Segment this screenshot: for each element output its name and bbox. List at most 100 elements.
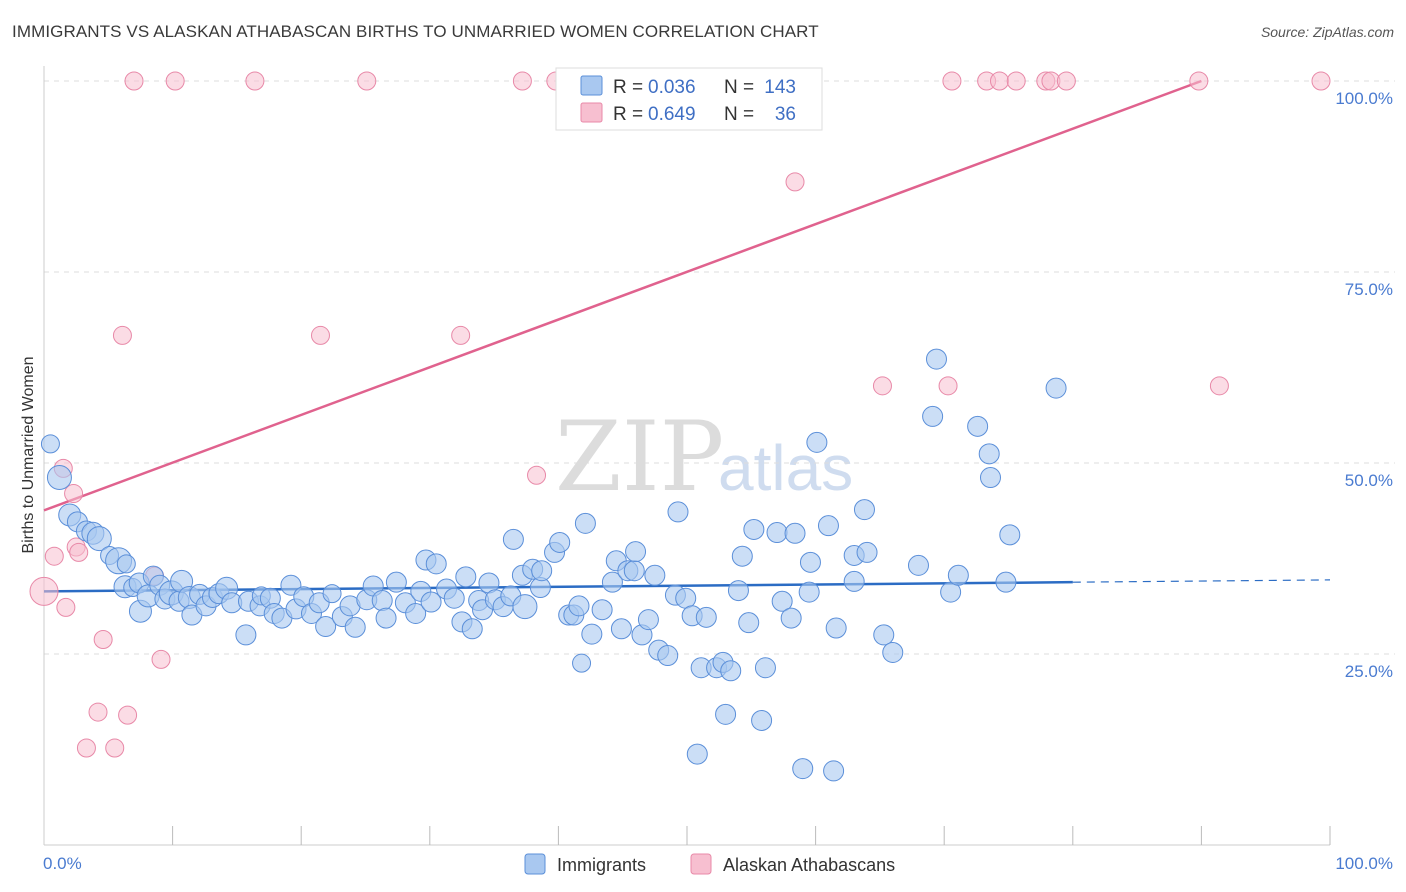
- data-point-immigrants: [443, 587, 465, 609]
- watermark-zip: ZIP: [555, 401, 724, 513]
- chart-title: IMMIGRANTS VS ALASKAN ATHABASCAN BIRTHS …: [12, 22, 819, 41]
- data-point-alaskan-athabascans: [112, 325, 132, 345]
- data-point-immigrants: [581, 623, 603, 645]
- series-immigrants: [40, 348, 1067, 782]
- data-point-alaskan-athabascans: [512, 71, 532, 91]
- data-point-immigrants: [385, 571, 407, 593]
- data-point-immigrants: [549, 531, 571, 553]
- data-point-immigrants: [322, 584, 342, 604]
- data-point-immigrants: [738, 612, 760, 634]
- data-point-immigrants: [798, 581, 820, 603]
- data-point-alaskan-athabascans: [124, 71, 144, 91]
- data-point-alaskan-athabascans: [44, 546, 64, 566]
- data-point-immigrants: [512, 594, 538, 620]
- data-point-immigrants: [967, 415, 989, 437]
- data-point-immigrants: [766, 522, 788, 544]
- data-point-alaskan-athabascans: [1209, 376, 1229, 396]
- data-point-immigrants: [695, 606, 717, 628]
- data-point-immigrants: [420, 591, 442, 613]
- data-point-immigrants: [686, 743, 708, 765]
- y-axis-title: Births to Unmarried Women: [20, 356, 37, 553]
- data-point-immigrants: [873, 624, 895, 646]
- data-point-immigrants: [947, 564, 969, 586]
- legend-n-label: N =: [724, 104, 754, 125]
- data-point-alaskan-athabascans: [1189, 71, 1209, 91]
- data-point-alaskan-athabascans: [989, 71, 1009, 91]
- legend-r-value: 0.649: [648, 104, 696, 125]
- data-point-immigrants: [46, 465, 72, 491]
- legend-n-label: N =: [724, 77, 754, 98]
- data-point-alaskan-athabascans: [942, 71, 962, 91]
- data-point-immigrants: [979, 467, 1001, 489]
- data-point-immigrants: [574, 512, 596, 534]
- watermark: ZIP atlas: [555, 401, 853, 513]
- data-point-immigrants: [371, 590, 393, 612]
- data-point-alaskan-athabascans: [310, 325, 330, 345]
- data-point-immigrants: [315, 615, 337, 637]
- y-tick-label: 100.0%: [1335, 89, 1393, 108]
- data-point-immigrants: [425, 553, 447, 575]
- chart-source: Source: ZipAtlas.com: [1260, 24, 1394, 40]
- x-tick-label: 0.0%: [43, 854, 82, 873]
- data-point-immigrants: [116, 554, 136, 574]
- legend-r-label: R =: [613, 77, 643, 98]
- data-point-alaskan-athabascans: [64, 484, 84, 504]
- data-point-alaskan-athabascans: [1311, 71, 1331, 91]
- data-point-immigrants: [922, 405, 944, 427]
- data-point-immigrants: [531, 560, 553, 582]
- data-point-alaskan-athabascans: [76, 738, 96, 758]
- data-point-alaskan-athabascans: [118, 705, 138, 725]
- legend-n-value: 143: [764, 77, 796, 98]
- data-point-immigrants: [405, 603, 427, 625]
- trend-line-alaskan-athabascans: [43, 79, 1202, 512]
- data-point-immigrants: [856, 541, 878, 563]
- data-point-immigrants: [853, 499, 875, 521]
- data-point-immigrants: [675, 587, 697, 609]
- data-point-alaskan-athabascans: [938, 376, 958, 396]
- data-point-alaskan-athabascans: [245, 71, 265, 91]
- data-point-immigrants: [978, 443, 1000, 465]
- grid-lines: [44, 80, 1395, 655]
- data-point-immigrants: [455, 566, 477, 588]
- data-point-immigrants: [568, 595, 590, 617]
- data-point-immigrants: [907, 554, 929, 576]
- data-point-alaskan-athabascans: [105, 738, 125, 758]
- data-point-immigrants: [601, 571, 623, 593]
- axes: [43, 66, 1331, 846]
- data-point-immigrants: [610, 618, 632, 640]
- data-point-alaskan-athabascans: [56, 597, 76, 617]
- bottom-legend-swatch-alaskan: [690, 853, 712, 875]
- y-tick-label: 25.0%: [1345, 662, 1393, 681]
- data-point-immigrants: [235, 624, 257, 646]
- data-point-immigrants: [502, 528, 524, 550]
- data-point-immigrants: [823, 760, 845, 782]
- bottom-legend-label-immigrants: Immigrants: [557, 855, 646, 875]
- data-point-immigrants: [720, 660, 742, 682]
- data-point-immigrants: [344, 616, 366, 638]
- data-point-immigrants: [572, 653, 592, 673]
- data-point-immigrants: [751, 709, 773, 731]
- data-point-immigrants: [995, 571, 1017, 593]
- data-point-immigrants: [743, 518, 765, 540]
- data-point-immigrants: [1045, 377, 1067, 399]
- data-point-immigrants: [825, 617, 847, 639]
- data-point-immigrants: [799, 551, 821, 573]
- data-point-immigrants: [817, 515, 839, 537]
- bottom-legend-swatch-immigrants: [524, 853, 546, 875]
- data-point-immigrants: [754, 657, 776, 679]
- data-point-alaskan-athabascans: [1056, 71, 1076, 91]
- data-point-immigrants: [792, 758, 814, 780]
- data-point-immigrants: [731, 545, 753, 567]
- y-tick-label: 50.0%: [1345, 471, 1393, 490]
- data-point-alaskan-athabascans: [29, 576, 59, 606]
- stats-legend: R = 0.036 N = 143 R = 0.649 N = 36: [555, 67, 823, 131]
- data-point-immigrants: [727, 580, 749, 602]
- data-point-immigrants: [625, 541, 647, 563]
- data-point-immigrants: [771, 590, 793, 612]
- legend-swatch-alaskan: [580, 102, 603, 123]
- data-point-immigrants: [657, 645, 679, 667]
- data-point-immigrants: [86, 526, 112, 552]
- data-point-immigrants: [780, 607, 802, 629]
- data-point-immigrants: [667, 501, 689, 523]
- data-point-immigrants: [784, 522, 806, 544]
